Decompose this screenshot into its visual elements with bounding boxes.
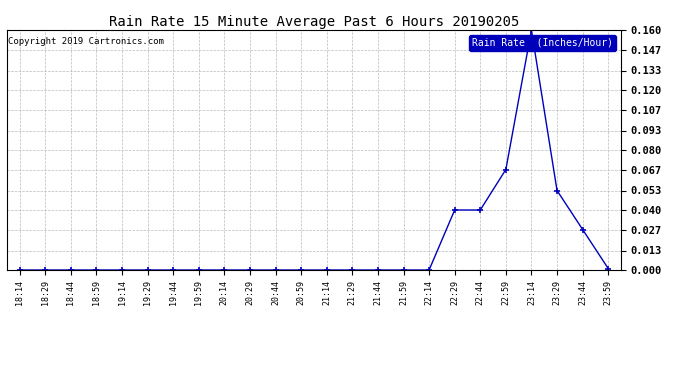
Rain Rate  (Inches/Hour) bbox=[297, 268, 305, 272]
Rain Rate  (Inches/Hour) bbox=[553, 188, 561, 193]
Rain Rate  (Inches/Hour) bbox=[118, 268, 126, 272]
Rain Rate  (Inches/Hour) bbox=[476, 208, 484, 212]
Rain Rate  (Inches/Hour) bbox=[144, 268, 152, 272]
Rain Rate  (Inches/Hour) bbox=[527, 28, 535, 32]
Rain Rate  (Inches/Hour) bbox=[271, 268, 279, 272]
Rain Rate  (Inches/Hour) bbox=[604, 266, 612, 271]
Rain Rate  (Inches/Hour) bbox=[323, 268, 331, 272]
Text: Copyright 2019 Cartronics.com: Copyright 2019 Cartronics.com bbox=[8, 37, 164, 46]
Rain Rate  (Inches/Hour) bbox=[41, 268, 50, 272]
Rain Rate  (Inches/Hour) bbox=[451, 208, 459, 212]
Rain Rate  (Inches/Hour) bbox=[220, 268, 228, 272]
Rain Rate  (Inches/Hour) bbox=[348, 268, 357, 272]
Rain Rate  (Inches/Hour) bbox=[578, 227, 586, 232]
Rain Rate  (Inches/Hour) bbox=[195, 268, 203, 272]
Rain Rate  (Inches/Hour) bbox=[246, 268, 254, 272]
Rain Rate  (Inches/Hour) bbox=[425, 268, 433, 272]
Rain Rate  (Inches/Hour) bbox=[16, 268, 24, 272]
Legend: Rain Rate  (Inches/Hour): Rain Rate (Inches/Hour) bbox=[469, 35, 616, 51]
Title: Rain Rate 15 Minute Average Past 6 Hours 20190205: Rain Rate 15 Minute Average Past 6 Hours… bbox=[109, 15, 519, 29]
Rain Rate  (Inches/Hour) bbox=[169, 268, 177, 272]
Line: Rain Rate  (Inches/Hour): Rain Rate (Inches/Hour) bbox=[17, 27, 611, 273]
Rain Rate  (Inches/Hour) bbox=[92, 268, 101, 272]
Rain Rate  (Inches/Hour) bbox=[400, 268, 408, 272]
Rain Rate  (Inches/Hour) bbox=[502, 167, 510, 172]
Rain Rate  (Inches/Hour) bbox=[374, 268, 382, 272]
Rain Rate  (Inches/Hour) bbox=[67, 268, 75, 272]
